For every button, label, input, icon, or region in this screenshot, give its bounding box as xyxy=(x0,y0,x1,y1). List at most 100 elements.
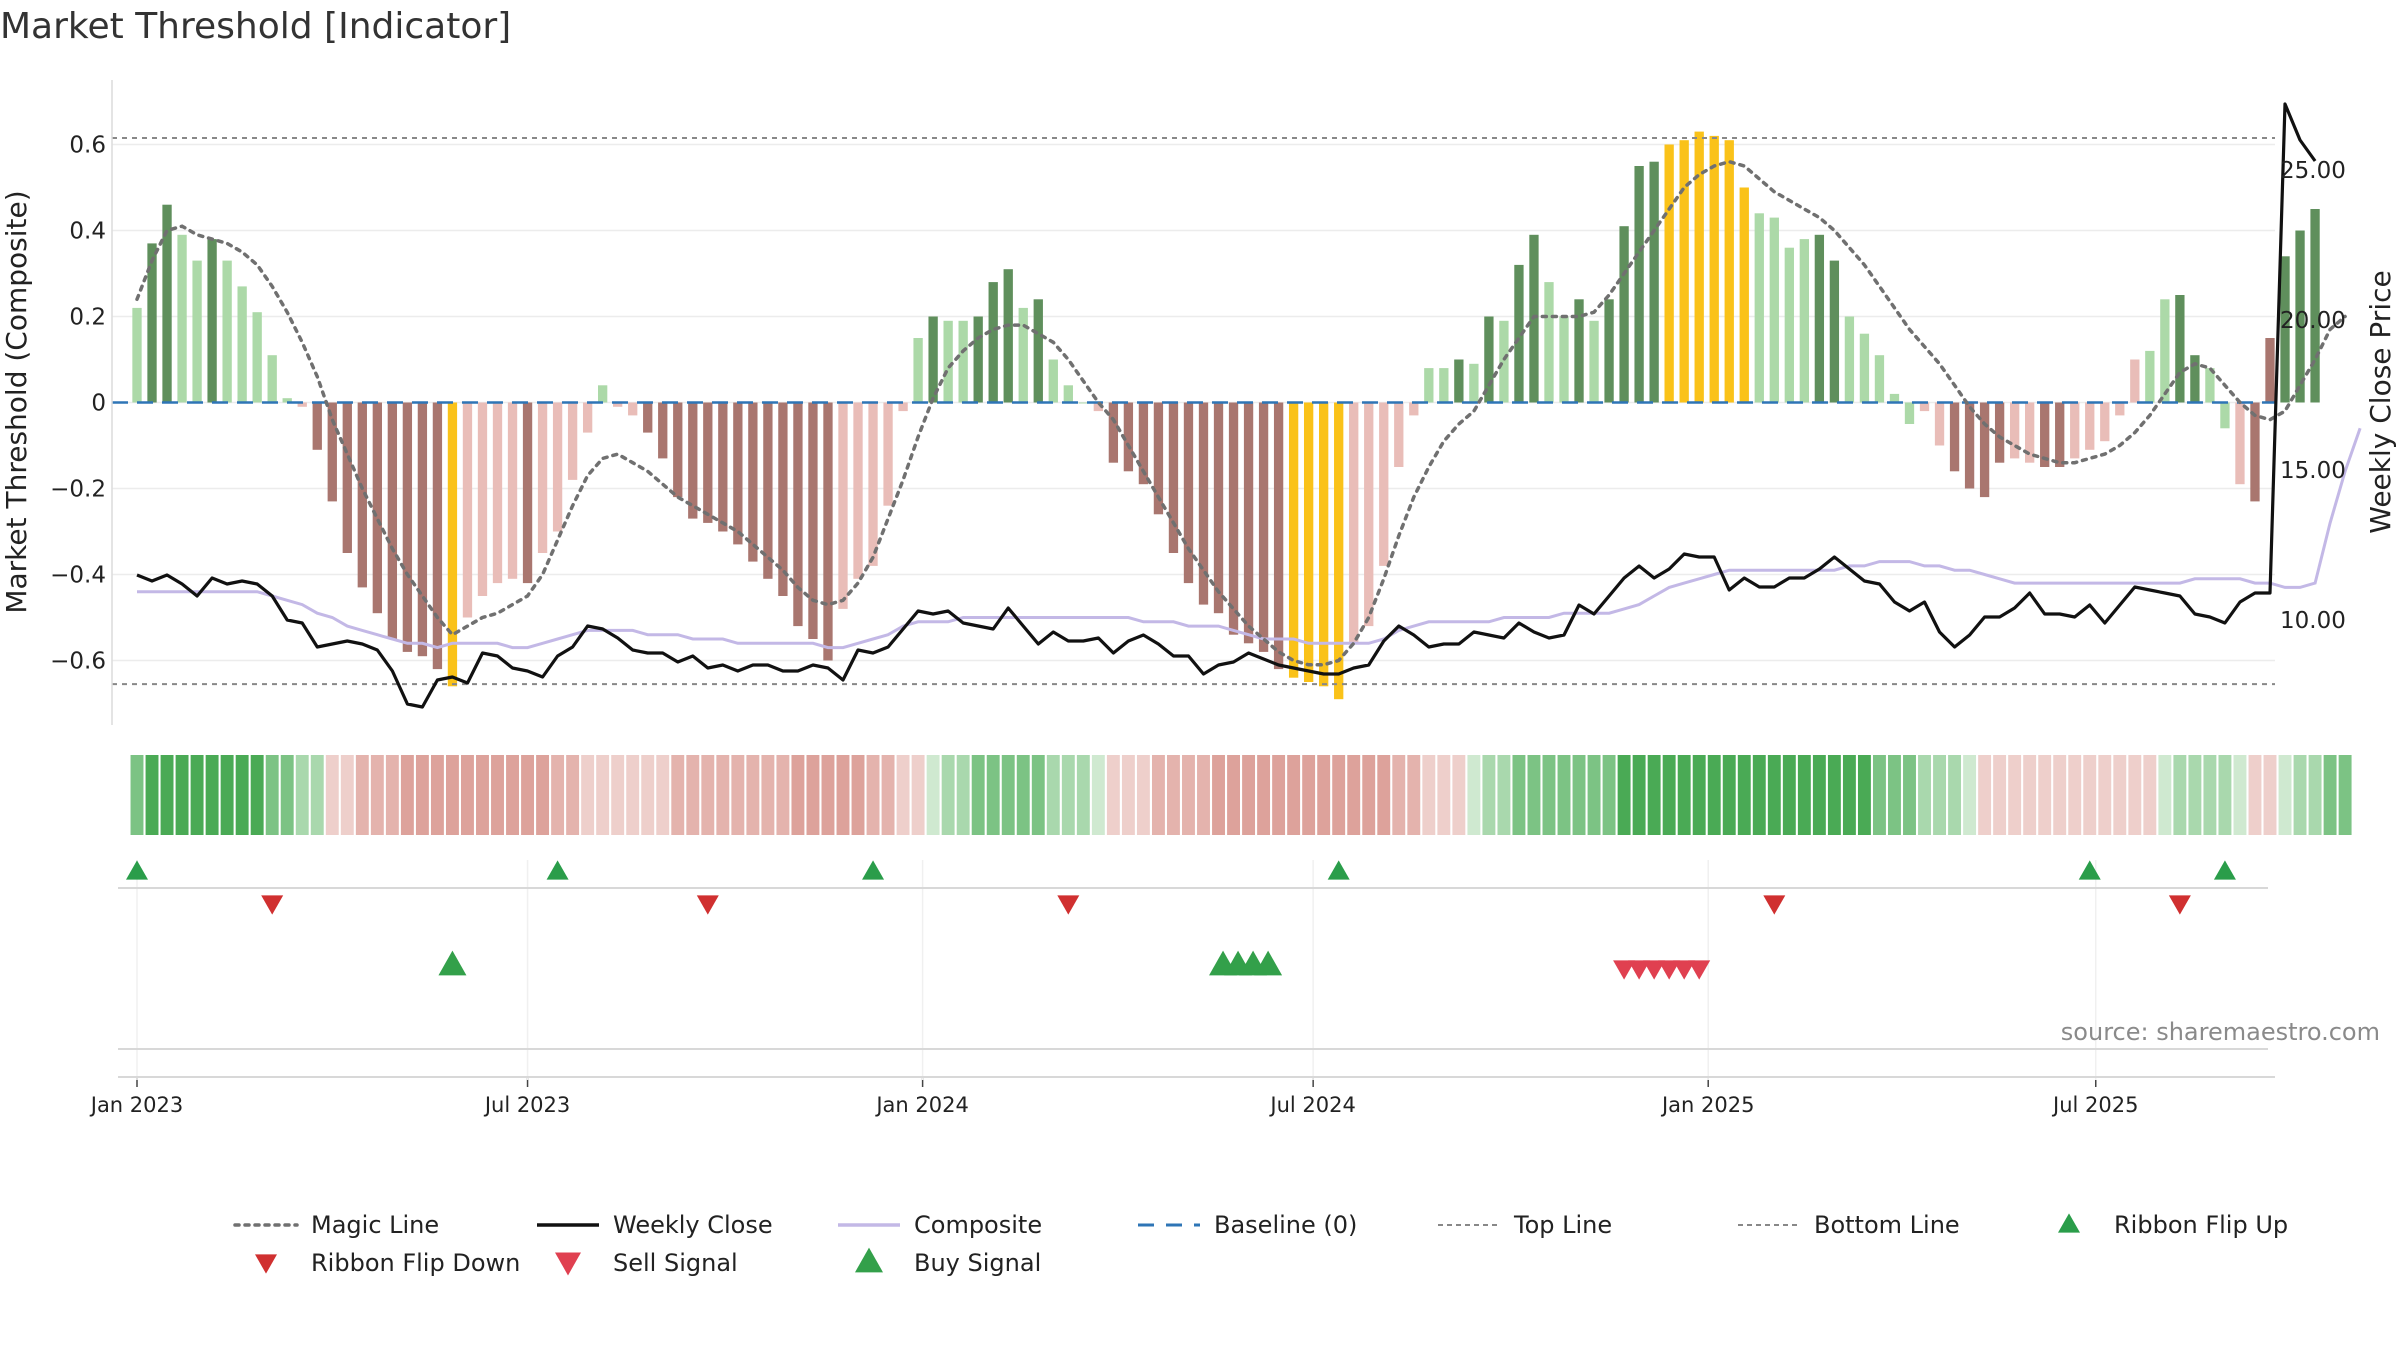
composite-bar xyxy=(2265,338,2275,403)
ribbon-cell xyxy=(1662,755,1676,835)
composite-bar xyxy=(1844,316,1855,403)
ribbon-cell xyxy=(551,755,565,835)
composite-bar xyxy=(1033,299,1043,403)
ribbon-cell xyxy=(641,755,655,835)
date-tick-label: Jan 2024 xyxy=(874,1093,969,1117)
ribbon-cell xyxy=(671,755,685,835)
ribbon-cell xyxy=(1182,755,1195,835)
composite-bar xyxy=(928,316,938,403)
ribbon-cell xyxy=(1587,755,1601,835)
composite-bar xyxy=(1319,402,1329,687)
ribbon-cell xyxy=(1437,755,1451,835)
ribbon-cell xyxy=(2113,755,2127,835)
ribbon-cell xyxy=(1632,755,1646,835)
composite-bar xyxy=(1243,402,1254,644)
ribbon-cell xyxy=(2338,755,2352,835)
ribbon-cell xyxy=(1317,755,1331,835)
composite-bar xyxy=(1514,264,1524,403)
ribbon-cell xyxy=(791,755,805,835)
composite-bar xyxy=(507,402,518,579)
ribbon-cell xyxy=(1707,755,1721,835)
composite-bar xyxy=(823,402,833,661)
ribbon-cell xyxy=(1452,755,1466,835)
composite-bar xyxy=(793,402,803,627)
composite-bar xyxy=(357,402,367,588)
ribbon-cell xyxy=(2068,755,2082,835)
composite-bar xyxy=(327,402,337,502)
legend-label-buy-signal: Buy Signal xyxy=(914,1249,1041,1277)
composite-bar xyxy=(1168,402,1179,553)
ribbon-cell xyxy=(205,755,219,835)
ribbon-cell xyxy=(1407,755,1421,835)
ribbon-cell xyxy=(2008,755,2022,835)
chart-title: Market Threshold [Indicator] xyxy=(0,6,512,47)
legend-label-sell-signal: Sell Signal xyxy=(613,1249,738,1277)
composite-bar xyxy=(1544,282,1554,403)
ribbon-cell xyxy=(1993,755,2007,835)
ribbon-cell xyxy=(806,755,820,835)
legend-label-magic-line: Magic Line xyxy=(311,1211,439,1239)
ribbon-cell xyxy=(400,755,414,835)
ribbon-cell xyxy=(145,755,159,835)
composite-bar xyxy=(147,243,157,403)
ribbon-cell xyxy=(295,755,309,835)
composite-bar xyxy=(1679,140,1689,403)
ribbon-cell xyxy=(1121,755,1135,835)
left-tick-label: −0.4 xyxy=(50,563,106,589)
date-tick-label: Jan 2023 xyxy=(89,1093,184,1117)
ribbon-cell xyxy=(2083,755,2097,835)
ribbon-cell xyxy=(1527,755,1541,835)
ribbon-cell xyxy=(701,755,715,835)
sell-signal-marker xyxy=(1658,960,1681,980)
ribbon-cell xyxy=(656,755,670,835)
ribbon-cell xyxy=(190,755,204,835)
composite-bar xyxy=(2220,402,2230,429)
ribbon-cell xyxy=(521,755,535,835)
composite-bar xyxy=(2130,359,2140,403)
composite-bar xyxy=(868,402,878,566)
composite-bar xyxy=(582,402,593,433)
composite-bar xyxy=(567,402,578,480)
composite-bar xyxy=(1814,234,1825,403)
composite-bar xyxy=(718,402,728,532)
composite-bar xyxy=(1499,320,1509,403)
ribbon-cell xyxy=(731,755,745,835)
ribbon-cell xyxy=(2248,755,2262,835)
composite-bar xyxy=(1829,260,1840,403)
ribbon-cell xyxy=(1572,755,1586,835)
composite-bar xyxy=(177,234,187,403)
ribbon-cell xyxy=(1722,755,1736,835)
ribbon-cell xyxy=(1347,755,1361,835)
composite-bar xyxy=(1559,316,1569,403)
composite-bar xyxy=(1258,402,1269,652)
ribbon-cell xyxy=(971,755,985,835)
composite-bar xyxy=(1589,320,1599,403)
right-axis-title: Weekly Close Price xyxy=(2364,270,2397,533)
ribbon-cell xyxy=(1016,755,1030,835)
ribbon-flip-down-marker xyxy=(1763,895,1786,915)
ribbon-cell xyxy=(821,755,835,835)
ribbon-cell xyxy=(2188,755,2202,835)
composite-bar xyxy=(1288,402,1299,678)
composite-bar xyxy=(2085,402,2095,450)
ribbon-cell xyxy=(2233,755,2247,835)
ribbon-cell xyxy=(430,755,444,835)
ribbon-cell xyxy=(1782,755,1796,835)
composite-bar xyxy=(267,355,277,403)
ribbon-cell xyxy=(1106,755,1120,835)
ribbon-cell xyxy=(1302,755,1316,835)
composite-bar xyxy=(372,402,382,614)
ribbon-cell xyxy=(385,755,399,835)
left-tick-label: 0.4 xyxy=(69,219,106,245)
legend-label-ribbon-flip-down: Ribbon Flip Down xyxy=(311,1249,520,1277)
composite-bar xyxy=(222,260,232,403)
composite-bar xyxy=(477,402,488,596)
ribbon-cell xyxy=(1392,755,1406,835)
ribbon-cell xyxy=(1212,755,1225,835)
ribbon-cell xyxy=(1151,755,1165,835)
composite-bar xyxy=(1904,402,1915,424)
ribbon-cell xyxy=(866,755,880,835)
composite-bar xyxy=(2040,402,2050,467)
ribbon-cell xyxy=(896,755,910,835)
magic-line xyxy=(135,159,2347,667)
